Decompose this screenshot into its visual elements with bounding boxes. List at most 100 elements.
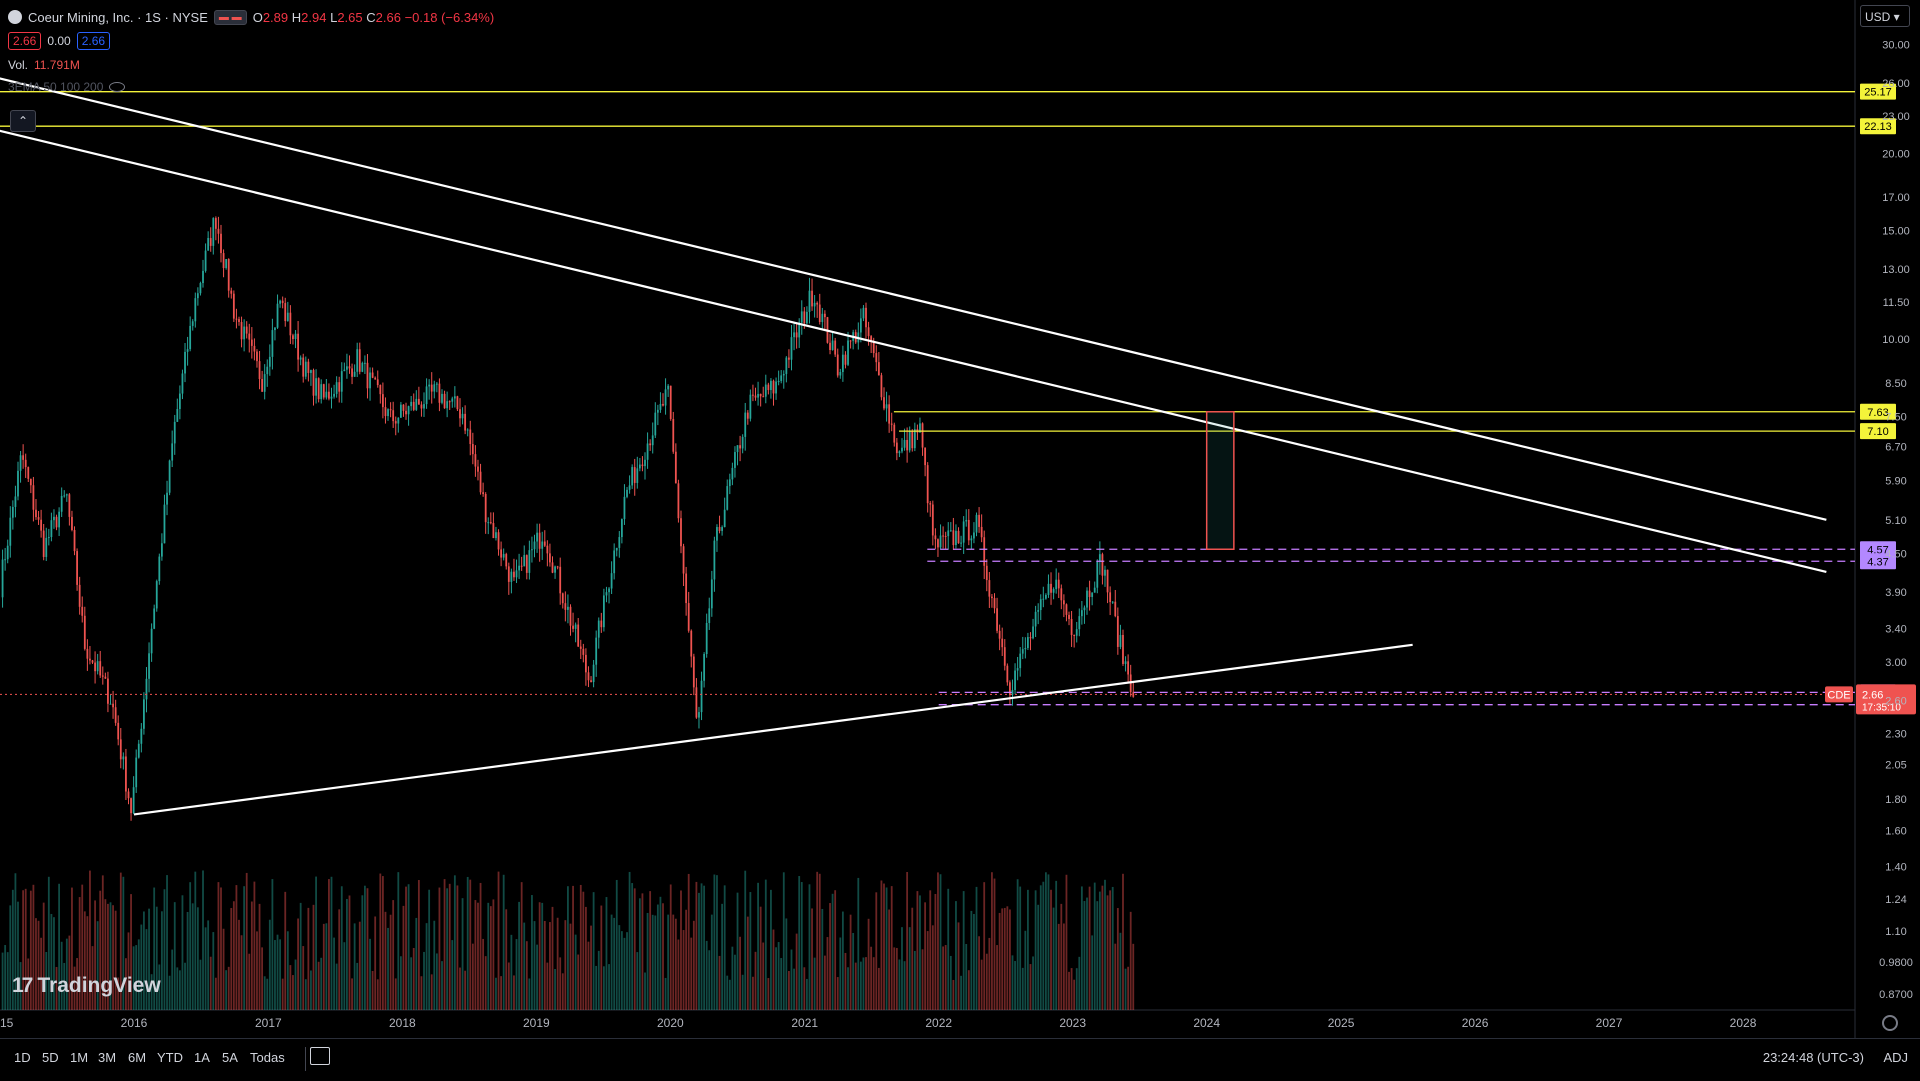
- volume-bar: [423, 951, 425, 1010]
- candle: [1024, 647, 1027, 650]
- volume-bar: [479, 882, 482, 1010]
- candle: [587, 672, 590, 681]
- candle: [160, 543, 163, 557]
- date-range-icon[interactable]: [310, 1047, 330, 1065]
- candle: [417, 398, 420, 405]
- symbol-title[interactable]: Coeur Mining, Inc. · 1S · NYSE: [28, 9, 208, 25]
- candle: [171, 443, 174, 461]
- volume-bar: [1060, 903, 1063, 1010]
- timeframe-1m[interactable]: 1M: [70, 1050, 89, 1065]
- candle: [83, 615, 86, 649]
- candle: [60, 495, 63, 512]
- volume-bar: [726, 975, 729, 1010]
- volume-bar: [1104, 879, 1106, 1010]
- volume-bar: [525, 941, 528, 1010]
- volume-bar: [672, 914, 675, 1010]
- volume-bar: [184, 962, 186, 1010]
- candle: [772, 380, 775, 394]
- volume-bar: [140, 924, 143, 1010]
- candle: [610, 573, 613, 589]
- price-tick: 6.70: [1885, 442, 1906, 454]
- volume-bar: [230, 908, 233, 1010]
- volume-bar: [148, 908, 150, 1010]
- price-tick: 2.30: [1885, 728, 1906, 740]
- candle: [428, 384, 431, 387]
- volume-bar: [158, 964, 161, 1010]
- volume-bar: [492, 899, 495, 1010]
- tradingview-logo[interactable]: 17 TradingView: [12, 974, 161, 997]
- volume-bar: [135, 945, 138, 1010]
- volume-bar: [250, 901, 253, 1010]
- volume-bar: [823, 955, 826, 1010]
- candle: [140, 728, 143, 744]
- volume-bar: [53, 917, 55, 1010]
- bar-countdown: 17:35:10: [1862, 702, 1901, 713]
- timeframe-5a[interactable]: 5A: [222, 1050, 238, 1065]
- candle: [47, 537, 50, 539]
- volume-bar: [284, 891, 287, 1010]
- volume-bar: [1001, 908, 1004, 1010]
- currency-selector[interactable]: USD ▾: [1860, 5, 1910, 27]
- timeframe-ytd[interactable]: YTD: [157, 1050, 183, 1065]
- timeframe-6m[interactable]: 6M: [128, 1050, 147, 1065]
- candle: [721, 527, 724, 531]
- candle: [806, 311, 808, 324]
- timeframe-5d[interactable]: 5D: [42, 1050, 59, 1065]
- price-axis[interactable]: 30.00 26.00 23.00 20.00 17.00 15.00 13.00 11.50…: [1879, 40, 1913, 1002]
- timeframe-3m[interactable]: 3M: [98, 1050, 117, 1065]
- adj-toggle[interactable]: ADJ: [1883, 1050, 1908, 1065]
- volume-bar: [1073, 979, 1076, 1010]
- price-tick: 20.00: [1882, 148, 1910, 160]
- timeframe-todas[interactable]: Todas: [250, 1050, 285, 1065]
- candle: [1065, 604, 1068, 615]
- time-axis[interactable]: 2015 2016 2017 2018 2019 2020 2021 2022 2023 2024…: [0, 1016, 1757, 1030]
- volume-bar: [821, 908, 824, 1010]
- collapse-legend-button[interactable]: ⌃: [10, 110, 36, 132]
- candle: [649, 443, 652, 446]
- volume-bar: [921, 949, 924, 1010]
- candle: [980, 526, 983, 538]
- volume-bar: [895, 947, 898, 1010]
- timeframe-1d[interactable]: 1D: [14, 1050, 31, 1065]
- volume-bar: [89, 870, 91, 1010]
- ask-price[interactable]: 2.66: [76, 32, 111, 50]
- volume-bar: [919, 895, 921, 1010]
- ticker-tag: [1825, 686, 1853, 703]
- candle: [569, 606, 572, 626]
- hidden-eye-icon[interactable]: [109, 82, 126, 92]
- volume-bar: [1122, 873, 1124, 1010]
- clock[interactable]: 23:24:48 (UTC-3): [1762, 1050, 1864, 1065]
- candle: [567, 606, 569, 610]
- volume-bar: [317, 961, 320, 1010]
- candle: [410, 401, 413, 407]
- bid-price[interactable]: 2.66: [8, 32, 42, 50]
- volume-bar: [674, 918, 677, 1010]
- candle: [1119, 634, 1122, 647]
- candle: [1127, 661, 1130, 675]
- candle: [710, 579, 713, 609]
- candle: [379, 384, 382, 395]
- candle: [1106, 569, 1109, 593]
- chart-settings-icon[interactable]: [1882, 1015, 1898, 1031]
- volume-bar: [564, 920, 567, 1010]
- volume-bar: [1044, 872, 1047, 1010]
- volume-bar: [171, 949, 174, 1010]
- candle: [818, 304, 821, 323]
- candle: [212, 218, 215, 246]
- market-status-icon[interactable]: ▬ ▬: [213, 9, 247, 25]
- volume-bar: [602, 966, 605, 1010]
- indicator-label[interactable]: 3EMA 50 100 200: [8, 80, 104, 94]
- price-level-tag: [1860, 541, 1896, 558]
- candle: [929, 503, 932, 505]
- candle: [913, 429, 916, 449]
- candle: [479, 471, 482, 493]
- volume-bar: [279, 939, 282, 1010]
- candle: [281, 300, 284, 304]
- candle: [71, 516, 73, 531]
- volume-bar: [749, 892, 752, 1010]
- candle: [315, 378, 317, 396]
- timeframe-1a[interactable]: 1A: [194, 1050, 210, 1065]
- candle: [415, 398, 418, 410]
- candle: [602, 595, 605, 628]
